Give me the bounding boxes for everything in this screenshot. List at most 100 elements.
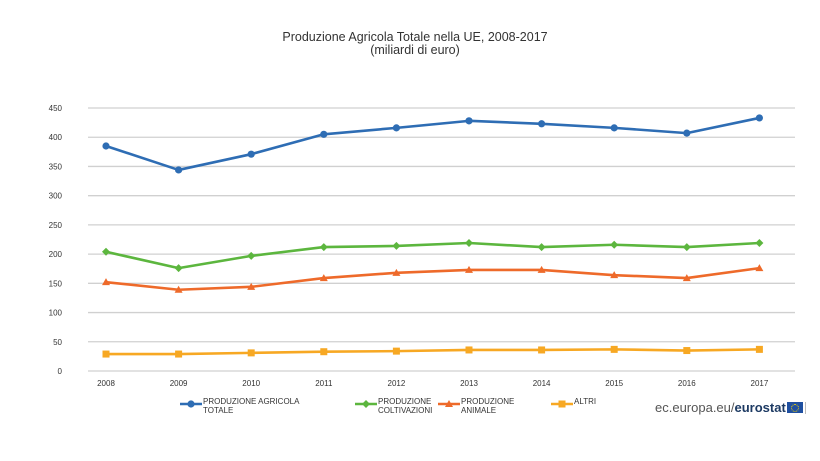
legend: PRODUZIONE AGRICOLA TOTALE PRODUZIONE COLTI… [0,397,820,422]
legend-label-line: PRODUZIONE AGRICOLA [203,397,300,406]
data-point [247,251,256,260]
legend-item: PRODUZIONE COLTIVAZIONI [355,397,488,415]
data-point [174,264,183,273]
data-point [465,265,473,273]
data-point [755,239,764,248]
brand-prefix: ec.europa.eu/ [655,400,735,415]
x-tick-label: 2011 [315,379,333,388]
data-point [392,268,401,276]
eurostat-logo: ec.europa.eu/eurostat [655,400,806,415]
legend-item: PRODUZIONE AGRICOLA TOTALE [180,397,313,415]
legend-marker [558,400,566,408]
y-axis-ticks: 0 50 100 150 200 250 300 350 400 450 [49,104,63,376]
data-point [319,274,328,282]
chart-title: Produzione Agricola Totale nella UE, 200… [282,30,548,44]
data-point [102,247,110,256]
legend-label-line: COLTIVAZIONI [378,405,433,415]
line-chart: 0 50 100 150 200 250 300 350 400 450 2008 2009 2010… [49,104,795,388]
x-tick-label: 2009 [170,379,188,388]
data-point [175,350,183,358]
data-point [247,282,256,290]
data-point [102,278,110,286]
legend-swatch-icon [438,400,460,408]
legend-label-line: ALTRI [574,397,597,406]
series-line [105,241,760,270]
data-point [610,271,619,279]
series-line [106,348,760,356]
y-tick-label: 200 [49,250,63,259]
data-point [392,347,400,355]
legend-swatch-icon [551,400,573,408]
data-point [102,142,110,150]
series-line [105,266,760,292]
y-tick-label: 0 [58,367,63,376]
series-produzione-animale [102,264,764,293]
series-produzione-coltivazioni [102,239,764,273]
chart-title-block: Produzione Agricola Totale nella UE, 200… [0,31,820,57]
series-group [102,114,764,358]
y-tick-label: 150 [49,279,63,288]
x-tick-label: 2017 [751,379,769,388]
y-tick-label: 100 [49,309,63,318]
y-tick-label: 300 [49,192,63,201]
data-point [755,264,764,272]
y-tick-label: 50 [53,338,62,347]
legend-marker [445,400,453,407]
data-point [610,345,618,353]
legend-label-line: PRODUZIONE [461,397,515,406]
data-point [538,120,546,128]
legend-item: ALTRI [551,397,684,408]
data-point [247,349,255,357]
data-point [320,130,328,138]
legend-swatch-icon [355,400,377,408]
y-tick-label: 450 [49,104,63,113]
series-line [105,116,760,172]
x-tick-label: 2010 [242,379,260,388]
x-tick-label: 2012 [388,379,406,388]
data-point [465,117,473,125]
legend-swatch-icon [180,400,202,408]
legend-label-line: TOTALE [203,405,234,415]
legend-label-line: ANIMALE [461,405,497,415]
legend-marker [187,400,195,408]
divider [804,401,806,414]
legend-label-line: PRODUZIONE [378,397,432,406]
x-axis-ticks: 2008 2009 2010 2011 2012 2013 2014 2015 2016 2017 [97,379,769,388]
x-tick-label: 2013 [460,379,478,388]
series-produzione-agricola-totale [102,114,764,174]
data-point [610,124,618,132]
gridlines [88,107,795,372]
data-point [755,345,763,353]
x-tick-label: 2008 [97,379,115,388]
data-point [537,265,546,273]
data-point [319,243,328,252]
data-point [755,114,764,122]
data-point [683,347,691,355]
y-tick-label: 400 [49,133,63,142]
x-tick-label: 2014 [533,379,551,388]
data-point [392,241,401,250]
data-point [175,166,183,174]
legend-label: ALTRI [574,397,684,407]
data-point [683,129,691,137]
series-altri [102,345,763,358]
data-point [537,243,546,252]
legend-label: PRODUZIONE AGRICOLA TOTALE [203,397,313,415]
data-point [682,274,691,282]
legend-label: PRODUZIONE ANIMALE [461,397,571,415]
brand-name: eurostat [734,400,786,415]
x-tick-label: 2015 [605,379,623,388]
x-tick-label: 2016 [678,379,696,388]
data-point [682,243,691,252]
data-point [247,150,255,158]
eu-flag-icon [786,402,803,413]
legend-marker [362,400,370,408]
y-tick-label: 350 [49,162,63,171]
data-point [102,350,110,358]
legend-label: PRODUZIONE COLTIVAZIONI [378,397,488,415]
legend-item: PRODUZIONE ANIMALE [438,397,571,415]
data-point [392,124,400,132]
data-point [465,239,473,248]
data-point [538,346,546,354]
chart-subtitle: (miliardi di euro) [370,43,460,57]
